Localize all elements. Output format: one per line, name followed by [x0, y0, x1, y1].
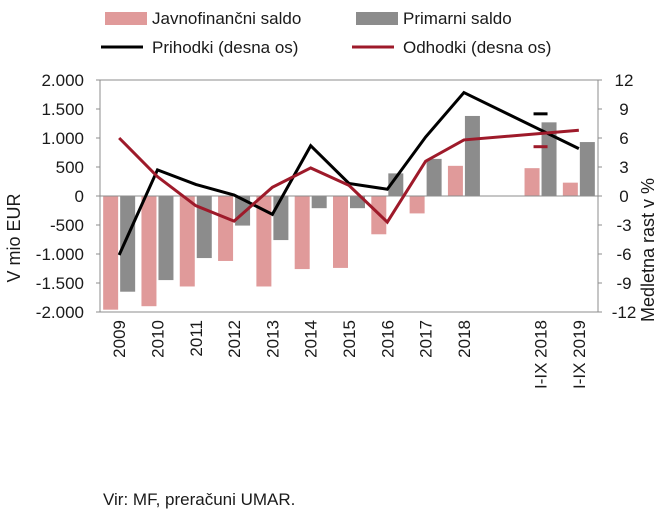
y-tick-label-6: -1.000	[36, 245, 84, 264]
bar-javnofinancni-8	[409, 196, 425, 214]
source-note: Vir: MF, preračuni UMAR.	[103, 490, 296, 509]
prihodki-line	[117, 90, 580, 256]
bar-javnofinancni-11	[524, 168, 540, 196]
y-tick-label-7: -1.500	[36, 274, 84, 293]
y-tick-label-3: 500	[56, 158, 84, 177]
labels: 2.000 1.500 1.000 500 0 -500 -1.000 -1.500 -2.00…	[4, 71, 658, 389]
x-tick-label-6: 2015	[340, 320, 359, 358]
x-tick-label-2: 2011	[187, 320, 206, 357]
y2-tick-label-7: -9	[616, 274, 631, 293]
y2-axis-title: Medletna rast v %	[638, 178, 658, 322]
y2-tick-label-5: -3	[616, 216, 631, 235]
bar-primarni-11	[541, 122, 557, 196]
y-axis-title: V mio EUR	[4, 193, 24, 282]
legend-swatch-javnofinancni-saldo	[105, 12, 147, 25]
bar-javnofinancni-0	[103, 196, 119, 310]
x-tick-label-3: 2012	[225, 320, 244, 358]
y-tick-label-0: 2.000	[41, 71, 84, 90]
bar-primarni-7	[388, 173, 404, 196]
bar-javnofinancni-1	[141, 196, 157, 307]
legend-label-prihodki: Prihodki (desna os)	[152, 38, 298, 57]
y2-tick-label-1: 9	[619, 100, 628, 119]
bar-javnofinancni-2	[179, 196, 195, 287]
x-tick-label-9: 2018	[455, 320, 474, 358]
bar-javnofinancni-12	[562, 182, 578, 196]
bar-javnofinancni-5	[294, 196, 310, 270]
bars	[103, 115, 595, 310]
bar-primarni-0	[120, 196, 136, 292]
bar-javnofinancni-6	[333, 196, 348, 268]
x-tick-label-12: I-IX 2019	[570, 320, 589, 389]
y2-tick-label-2: 6	[619, 129, 628, 148]
y2-tick-label-6: -6	[616, 245, 631, 264]
odhodki-line	[118, 128, 579, 225]
y-tick-label-2: 1.000	[41, 129, 84, 148]
bar-javnofinancni-9	[447, 165, 463, 196]
bar-primarni-9	[464, 115, 480, 196]
bar-primarni-12	[579, 142, 595, 196]
y-tick-label-8: -2.000	[36, 303, 84, 322]
bar-primarni-2	[196, 196, 212, 259]
legend-label-primarni-saldo: Primarni saldo	[403, 9, 512, 28]
legend: Javnofinančni saldo Primarni saldo Prihodk…	[101, 9, 551, 57]
bar-primarni-1	[158, 196, 174, 281]
legend-swatch-primarni-saldo	[356, 12, 398, 25]
y2-tick-label-4: 0	[619, 187, 628, 206]
bar-javnofinancni-3	[218, 196, 234, 261]
bar-primarni-5	[311, 196, 327, 209]
legend-label-odhodki: Odhodki (desna os)	[403, 38, 551, 57]
x-tick-label-4: 2013	[263, 320, 282, 358]
lines	[117, 90, 580, 256]
y2-tick-label-0: 12	[615, 71, 634, 90]
x-tick-label-1: 2010	[148, 320, 167, 358]
y-tick-label-5: -500	[50, 216, 84, 235]
x-tick-label-11: I-IX 2018	[532, 320, 551, 389]
bar-primarni-8	[426, 158, 442, 196]
y-tick-label-1: 1.500	[41, 100, 84, 119]
y-tick-label-4: 0	[75, 187, 84, 206]
x-tick-label-5: 2014	[302, 320, 321, 358]
legend-label-javnofinancni-saldo: Javnofinančni saldo	[152, 9, 301, 28]
y2-tick-label-8: -12	[612, 303, 637, 322]
bar-javnofinancni-4	[256, 196, 272, 287]
y2-tick-label-3: 3	[619, 158, 628, 177]
x-tick-label-0: 2009	[110, 320, 129, 358]
bar-primarni-4	[273, 196, 289, 241]
x-tick-label-7: 2016	[378, 320, 397, 358]
x-tick-label-8: 2017	[417, 320, 436, 358]
